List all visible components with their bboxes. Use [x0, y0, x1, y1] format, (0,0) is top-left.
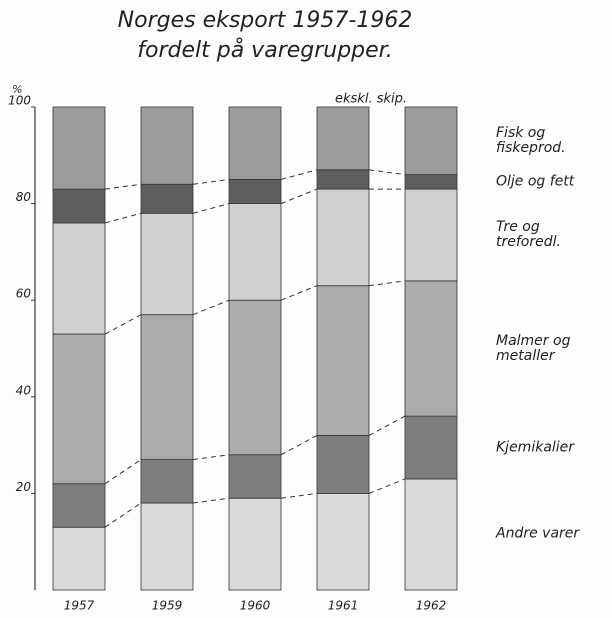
bar-segment [52, 526, 106, 591]
bar-segment [52, 188, 106, 224]
connector [280, 169, 318, 180]
bar-segment [140, 502, 194, 591]
bar-segment [228, 106, 282, 180]
connector [104, 314, 142, 335]
connector [192, 178, 230, 185]
bar-segment [140, 106, 194, 185]
bar-segment [404, 478, 458, 591]
legend-label: Andre varer [496, 525, 580, 542]
bar-segment [316, 492, 370, 591]
bar-segment [228, 203, 282, 301]
connector [104, 459, 142, 485]
legend-label: Kjemikalier [496, 439, 575, 455]
bar-segment [140, 314, 194, 460]
connector [104, 502, 142, 528]
connector [368, 478, 406, 494]
bar-segment [52, 222, 106, 335]
bar-segment [52, 483, 106, 528]
connector [192, 454, 230, 461]
bar-segment [316, 285, 370, 436]
bar-segment [228, 497, 282, 591]
bar-segment [52, 333, 106, 485]
connector [280, 492, 318, 499]
bar-segment [140, 212, 194, 316]
y-tick-label: 60 [16, 287, 32, 301]
bar-segment [316, 106, 370, 171]
bar-segment [228, 454, 282, 499]
connector [368, 169, 406, 176]
bar-segment [404, 188, 458, 282]
x-tick-label: 1960 [240, 599, 271, 613]
connector [104, 212, 142, 224]
annotation: ekskl. skip. [335, 92, 407, 107]
connector [368, 280, 406, 287]
bar-segment [228, 179, 282, 204]
x-tick-label: 1959 [152, 599, 183, 613]
connector [280, 188, 318, 205]
bar-segment [404, 174, 458, 190]
bar-segment [404, 280, 458, 417]
connector [192, 203, 230, 214]
y-tick-label: 20 [16, 480, 32, 494]
legend-label: Tre og treforedl. [496, 218, 561, 250]
bar-segment [316, 435, 370, 494]
x-tick-label: 1961 [328, 599, 359, 613]
bar-segment [404, 415, 458, 480]
bar-segment [52, 106, 106, 190]
chart-title: Norges eksport 1957-1962 [117, 8, 413, 33]
bar-segment [228, 299, 282, 456]
bar-segment [316, 188, 370, 287]
y-axis-label: % [12, 83, 22, 96]
legend-label: Olje og fett [496, 173, 575, 190]
bar-segment [140, 183, 194, 214]
connector [104, 183, 142, 190]
connector [368, 415, 406, 436]
x-tick-label: 1962 [416, 599, 447, 613]
chart-subtitle: fordelt på varegrupper. [137, 38, 393, 63]
bar-segment [316, 169, 370, 190]
connector [280, 434, 318, 456]
connector [192, 497, 230, 504]
connector [192, 299, 230, 316]
connector [280, 285, 318, 301]
legend-label: Malmer og metaller [496, 332, 571, 364]
y-tick-label: 100 [8, 94, 31, 108]
x-tick-label: 1957 [64, 599, 95, 613]
bar-segment [140, 459, 194, 504]
y-tick-label: 80 [16, 190, 32, 204]
bar-segment [404, 106, 458, 176]
y-tick-label: 40 [16, 383, 32, 397]
legend-label: Fisk og fiskeprod. [496, 124, 566, 156]
